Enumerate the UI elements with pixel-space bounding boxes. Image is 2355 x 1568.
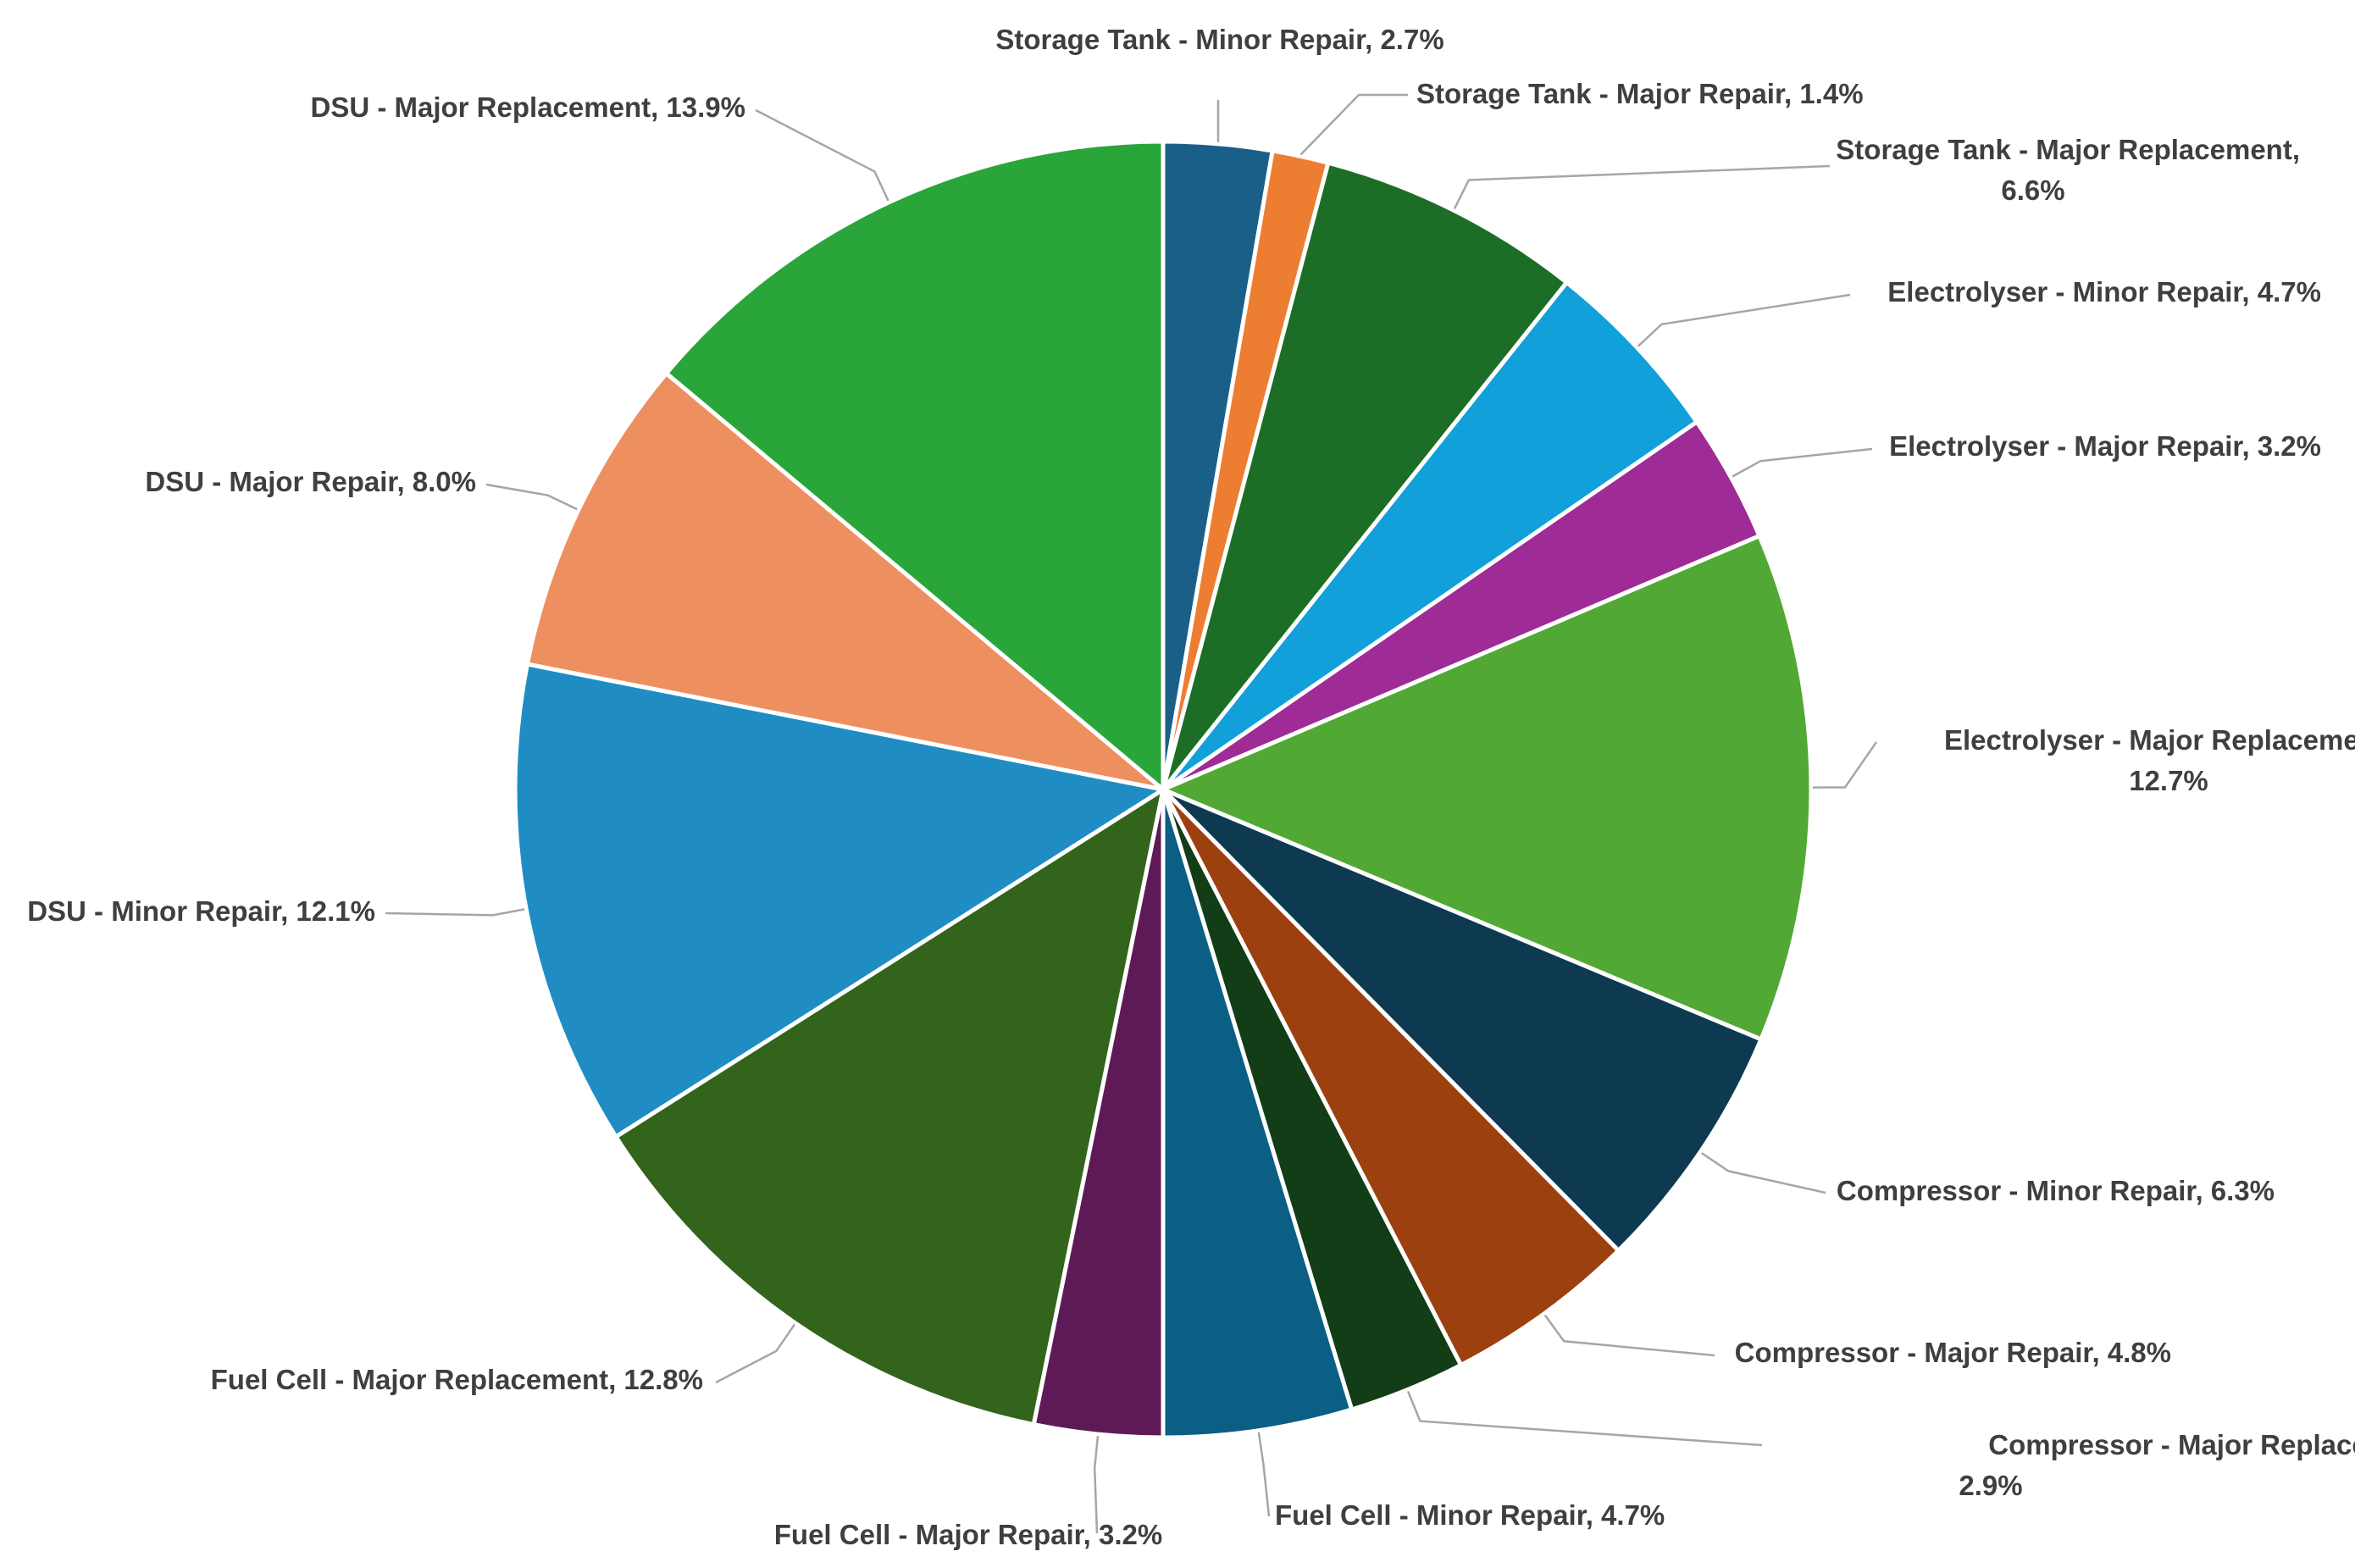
leader-line-3 xyxy=(1453,164,1831,209)
leader-line-4 xyxy=(1637,293,1851,347)
data-labels-layer: Storage Tank - Minor Repair, 2.7% Storage… xyxy=(27,24,2355,1550)
data-label-9: Compressor - Major Replacement,2.9% xyxy=(1959,1429,2355,1501)
leader-line-9 xyxy=(1406,1390,1763,1447)
pie-slice-4 xyxy=(1161,279,1700,792)
data-label-15: DSU - Major Replacement, 13.9% xyxy=(311,91,746,123)
data-label-3: Storage Tank - Major Replacement, 6.6% xyxy=(1836,134,2300,206)
leader-line-2 xyxy=(1299,93,1408,156)
leader-line-15 xyxy=(755,108,889,202)
pie-slice-15 xyxy=(663,139,1166,795)
leader-lines-layer xyxy=(385,93,1878,1534)
pie-slice-3 xyxy=(1161,160,1570,791)
leader-line-10 xyxy=(1257,1432,1271,1517)
pie-slice-14 xyxy=(524,370,1165,792)
leader-line-13 xyxy=(385,908,525,917)
leader-line-6 xyxy=(1812,741,1878,789)
pie-slice-8 xyxy=(1161,788,1622,1368)
leader-line-11 xyxy=(1093,1435,1100,1534)
leader-line-14 xyxy=(485,483,578,511)
data-label-10: Fuel Cell - Minor Repair, 4.7% xyxy=(1275,1499,1665,1531)
data-label-1: Storage Tank - Minor Repair, 2.7% xyxy=(995,24,1443,55)
leader-line-12 xyxy=(715,1323,795,1384)
data-label-4: Electrolyser - Minor Repair, 4.7% xyxy=(1887,276,2321,308)
pie-slice-13 xyxy=(513,661,1169,1140)
data-label-2: Storage Tank - Major Repair, 1.4% xyxy=(1416,78,1864,109)
slices-layer xyxy=(513,139,1814,1440)
pie-slice-12 xyxy=(612,784,1166,1427)
pie-slice-10 xyxy=(1161,789,1355,1440)
data-label-14: DSU - Major Repair, 8.0% xyxy=(145,466,476,497)
leader-line-5 xyxy=(1732,447,1873,478)
leader-line-8 xyxy=(1543,1314,1715,1357)
data-label-13: DSU - Minor Repair, 12.1% xyxy=(27,895,375,927)
data-label-7: Compressor - Minor Repair, 6.3% xyxy=(1837,1175,2275,1206)
data-label-11: Fuel Cell - Major Repair, 3.2% xyxy=(774,1519,1162,1550)
pie-slice-6 xyxy=(1157,533,1814,1043)
data-label-12: Fuel Cell - Major Replacement, 12.8% xyxy=(211,1364,703,1395)
data-label-6: Electrolyser - Major Replacement, 12.7% xyxy=(1944,724,2355,796)
data-label-5: Electrolyser - Major Repair, 3.2% xyxy=(1889,430,2321,462)
pie-slice-7 xyxy=(1161,787,1765,1254)
leader-line-7 xyxy=(1700,1152,1826,1194)
data-label-8: Compressor - Major Repair, 4.8% xyxy=(1735,1337,2171,1368)
